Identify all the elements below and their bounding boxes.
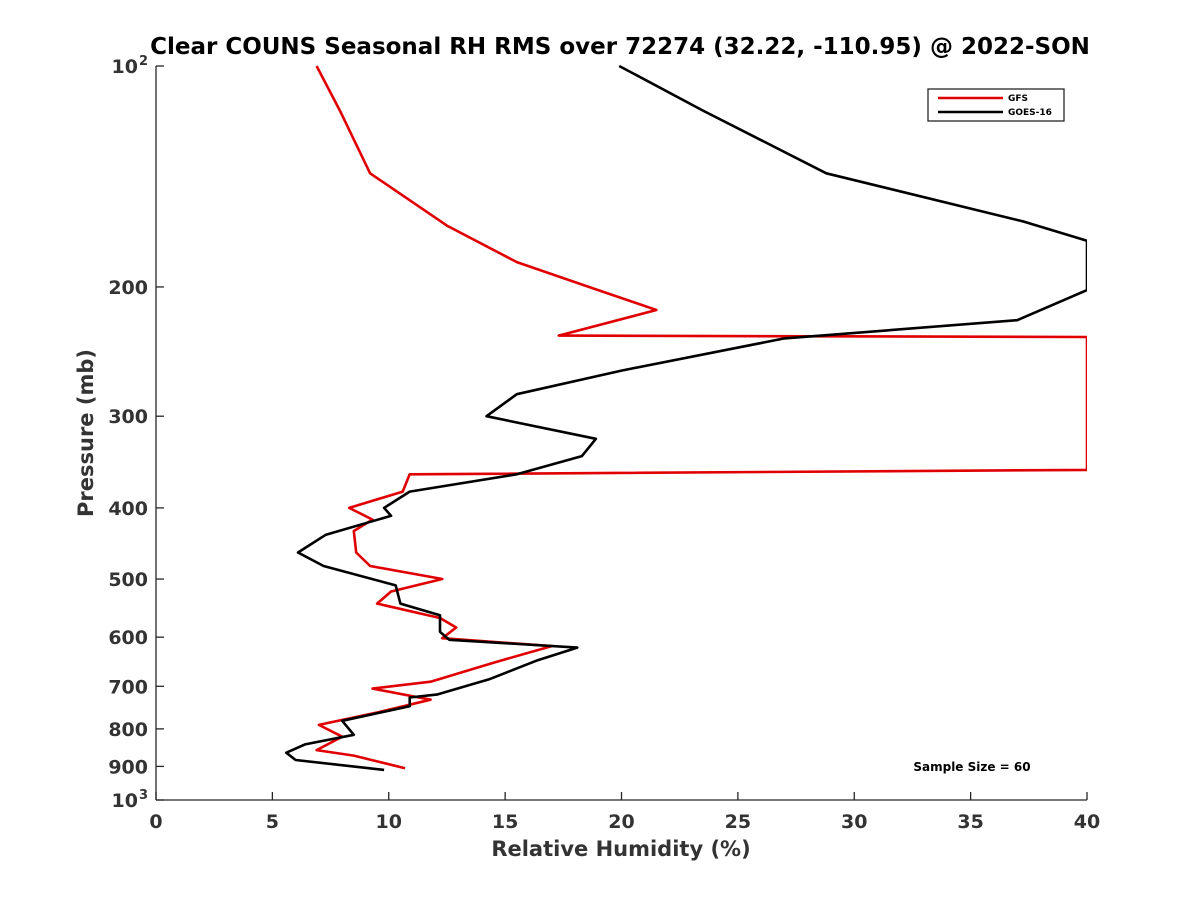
y-tick-label: 900 <box>108 756 148 778</box>
legend: GFS GOES-16 <box>927 88 1065 122</box>
x-ticks: 0 5 10 15 20 25 30 35 40 <box>149 792 1100 833</box>
y-tick-label: 600 <box>108 627 148 649</box>
y-tick-label: 10 <box>112 790 138 812</box>
y-tick-label: 400 <box>108 498 148 520</box>
y-tick-label: 10 <box>112 56 138 78</box>
y-tick-label: 300 <box>108 406 148 428</box>
x-tick-label: 20 <box>608 811 634 833</box>
y-tick-label: 800 <box>108 719 148 741</box>
x-tick-label: 10 <box>376 811 402 833</box>
sample-size-annotation: Sample Size = 60 <box>913 760 1030 774</box>
series-layer <box>285 64 1087 772</box>
y-tick-label: 500 <box>108 569 148 591</box>
y-tick-label: 200 <box>108 277 148 299</box>
y-tick-label: 700 <box>108 676 148 698</box>
x-tick-label: 30 <box>841 811 867 833</box>
series-line-gfs <box>315 65 1087 770</box>
legend-label: GFS <box>1008 94 1028 104</box>
y-tick-exponent: 2 <box>139 54 148 69</box>
x-tick-label: 0 <box>149 811 162 833</box>
chart-title: Clear COUNS Seasonal RH RMS over 72274 (… <box>150 34 1090 60</box>
axes <box>155 66 1087 801</box>
x-tick-label: 15 <box>492 811 518 833</box>
y-tick-exponent: 3 <box>139 788 148 803</box>
legend-box <box>927 88 1065 122</box>
x-tick-label: 25 <box>725 811 751 833</box>
x-tick-label: 40 <box>1074 811 1100 833</box>
x-axis-label: Relative Humidity (%) <box>491 837 750 861</box>
legend-label: GOES-16 <box>1008 108 1052 118</box>
x-tick-label: 35 <box>957 811 983 833</box>
series-line-goes-16 <box>285 64 1087 772</box>
x-tick-label: 5 <box>266 811 279 833</box>
y-axis-label: Pressure (mb) <box>74 349 98 517</box>
